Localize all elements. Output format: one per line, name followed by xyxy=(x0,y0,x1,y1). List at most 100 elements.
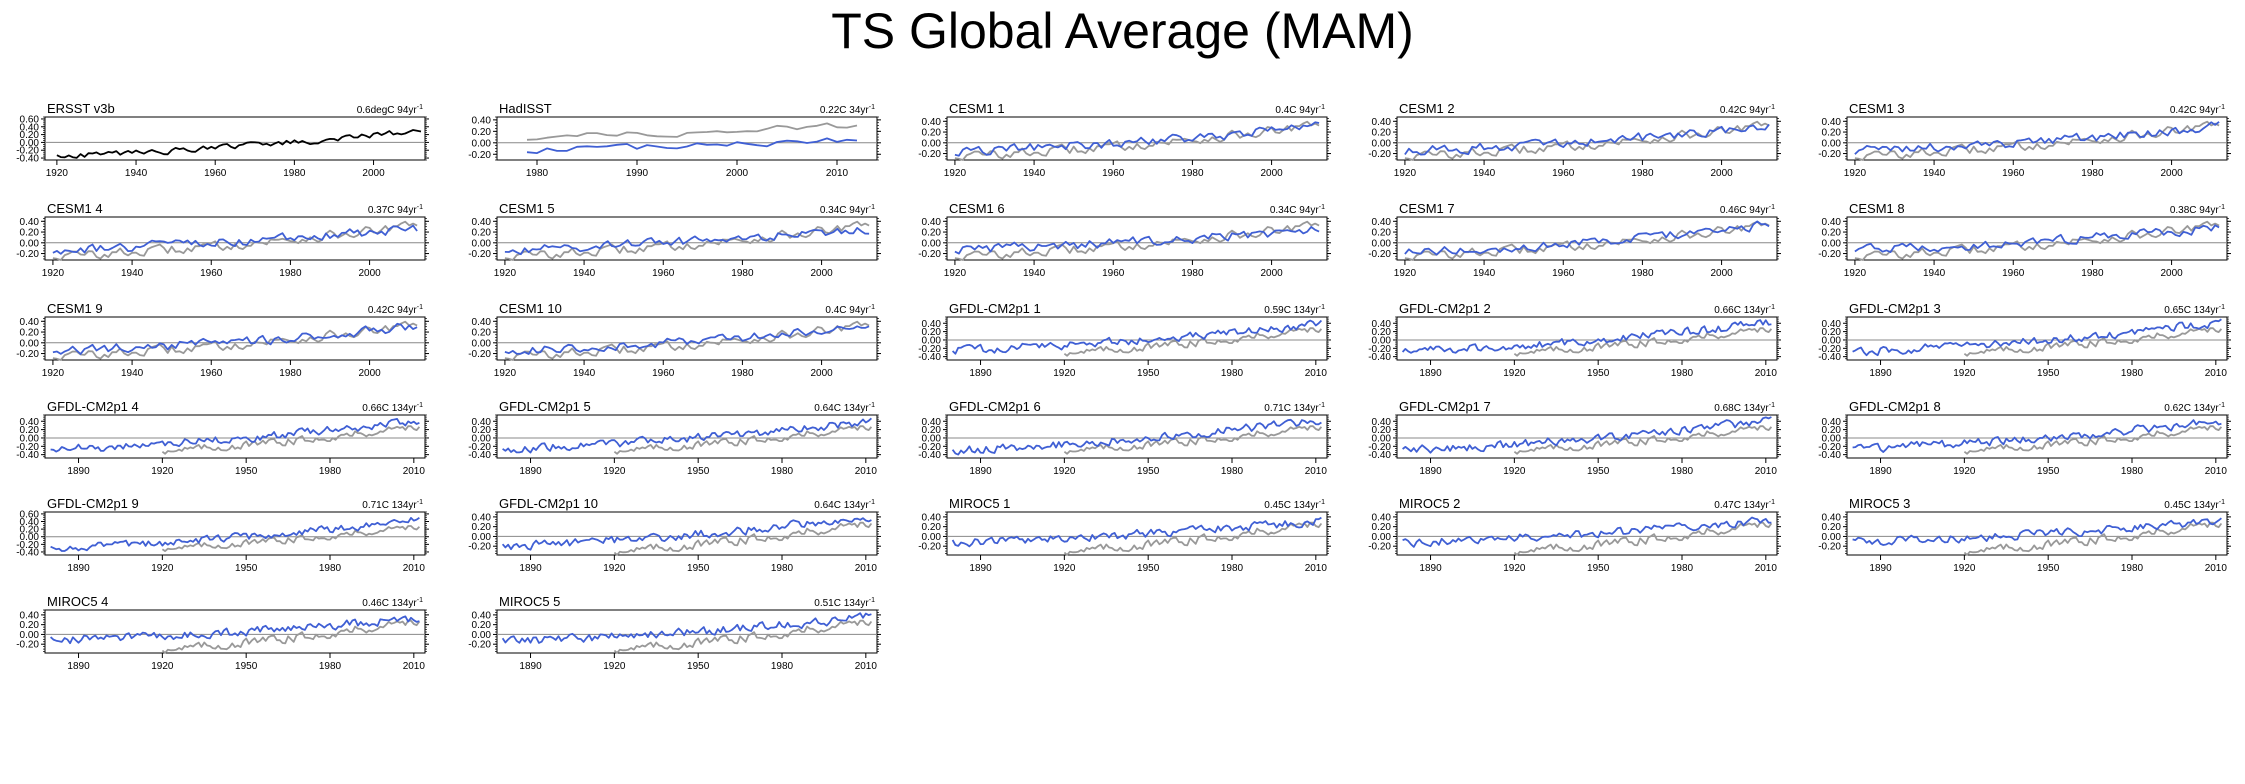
x-tick-label: 1920 xyxy=(603,466,626,477)
x-tick-label: 1890 xyxy=(1869,368,1892,379)
x-tick-label: 2000 xyxy=(2160,168,2183,179)
y-tick-label: 0.20 xyxy=(922,228,942,239)
panel-title: GFDL-CM2p1 9 xyxy=(47,496,139,511)
y-tick-label: 0.00 xyxy=(472,138,492,149)
y-tick-label: 0.40 xyxy=(922,319,942,330)
x-tick-label: 2010 xyxy=(1305,563,1328,574)
x-tick-label: 1890 xyxy=(1869,563,1892,574)
chart-panel: -0.200.000.200.40 1920 1940 1960 1980 2000 CES… xyxy=(468,201,881,279)
panel-title: MIROC5 4 xyxy=(47,594,108,609)
chart-panel: -0.200.000.200.40 1920 1940 1960 1980 2000 CES… xyxy=(1818,201,2231,279)
x-tick-label: 1980 xyxy=(1221,368,1244,379)
y-tick-label: -0.40 xyxy=(16,547,39,558)
trend-label: 0.46C 94yr-1 xyxy=(1720,204,1775,216)
x-tick-label: 1980 xyxy=(771,563,794,574)
x-tick-label: 1960 xyxy=(1102,268,1125,279)
trend-label: 0.64C 134yr-1 xyxy=(814,402,875,414)
y-tick-label: -0.20 xyxy=(468,640,491,651)
series-line-observed xyxy=(504,320,870,361)
chart-panel: -0.200.000.200.40 1920 1940 1960 1980 2000 CES… xyxy=(918,101,1331,179)
chart-panel: -0.40-0.200.000.200.400.60 1890 1920 1950 19… xyxy=(16,496,429,574)
plot-frame xyxy=(946,414,1328,459)
x-tick-label: 1950 xyxy=(235,466,258,477)
y-tick-label: 0.00 xyxy=(922,335,942,346)
y-tick-label: 0.40 xyxy=(20,317,40,328)
series-line-observed xyxy=(1513,521,1773,556)
x-tick-label: 1890 xyxy=(67,661,90,672)
x-tick-label: 2010 xyxy=(1305,466,1328,477)
x-tick-label: 1960 xyxy=(1552,268,1575,279)
x-tick-label: 1950 xyxy=(687,563,710,574)
x-tick-label: 1980 xyxy=(1181,268,1204,279)
plot-frame xyxy=(44,414,426,459)
x-tick-label: 1890 xyxy=(1869,466,1892,477)
x-tick-label: 1920 xyxy=(151,661,174,672)
x-tick-label: 1960 xyxy=(652,368,675,379)
trend-label: 0.42C 94yr-1 xyxy=(1720,104,1775,116)
series-line-observed xyxy=(161,619,421,654)
series-line-model xyxy=(1401,319,1772,354)
x-tick-label: 1920 xyxy=(1844,168,1867,179)
trend-label-exponent: -1 xyxy=(2219,402,2225,409)
trend-label-exponent: -1 xyxy=(417,104,423,111)
y-tick-label: -0.20 xyxy=(468,349,491,360)
chart-panel: -0.200.000.200.40 1890 1920 1950 1980 2010 GFD… xyxy=(468,496,881,574)
y-tick-label: 0.40 xyxy=(1372,417,1392,428)
plot-frame xyxy=(44,609,426,654)
trend-label-exponent: -1 xyxy=(869,597,875,604)
x-tick-label: 1980 xyxy=(771,466,794,477)
x-tick-label: 1950 xyxy=(235,661,258,672)
x-tick-label: 1980 xyxy=(1671,368,1694,379)
y-tick-label: 0.00 xyxy=(1372,532,1392,543)
x-tick-label: 1890 xyxy=(1419,563,1442,574)
y-tick-label: 0.40 xyxy=(1822,319,1842,330)
x-tick-label: 1890 xyxy=(969,466,992,477)
y-tick-label: 0.20 xyxy=(472,522,492,533)
x-tick-label: 1890 xyxy=(969,563,992,574)
x-tick-label: 1940 xyxy=(1023,168,1046,179)
series-line-model xyxy=(50,418,420,453)
y-tick-label: 0.20 xyxy=(922,425,942,436)
y-tick-label: 0.20 xyxy=(20,525,40,536)
x-tick-label: 2010 xyxy=(855,661,878,672)
x-tick-label: 1980 xyxy=(319,661,342,672)
y-tick-label: 0.20 xyxy=(472,328,492,339)
series-line-observed xyxy=(56,129,422,159)
y-tick-label: 0.20 xyxy=(1822,228,1842,239)
series-line-model xyxy=(50,517,420,552)
panel-title: CESM1 1 xyxy=(949,101,1005,116)
plot-frame xyxy=(496,216,878,261)
y-tick-label: -0.20 xyxy=(468,442,491,453)
trend-label-exponent: -1 xyxy=(1319,402,1325,409)
y-tick-label: 0.20 xyxy=(1822,327,1842,338)
panel-title: GFDL-CM2p1 5 xyxy=(499,399,591,414)
x-tick-label: 1890 xyxy=(1419,466,1442,477)
x-tick-label: 2000 xyxy=(1260,268,1283,279)
panel-title: HadISST xyxy=(499,101,552,116)
x-tick-label: 1990 xyxy=(626,168,649,179)
series-line-model xyxy=(951,418,1322,456)
y-tick-label: 0.20 xyxy=(1372,522,1392,533)
trend-label-exponent: -1 xyxy=(1769,204,1775,211)
x-tick-label: 1920 xyxy=(1053,563,1076,574)
y-tick-label: 0.20 xyxy=(20,130,40,141)
y-tick-label: -0.20 xyxy=(918,149,941,160)
y-tick-label: 0.60 xyxy=(20,114,40,125)
series-line-model xyxy=(504,227,870,256)
x-tick-label: 1940 xyxy=(573,268,596,279)
y-tick-label: -0.40 xyxy=(1818,352,1841,363)
x-tick-label: 1980 xyxy=(731,268,754,279)
y-tick-label: -0.40 xyxy=(468,450,491,461)
trend-label: 0.6degC 94yr-1 xyxy=(357,104,423,116)
trend-label: 0.22C 34yr-1 xyxy=(820,104,875,116)
y-tick-label: 0.40 xyxy=(20,517,40,528)
x-tick-label: 1920 xyxy=(944,168,967,179)
y-tick-label: -0.20 xyxy=(1368,249,1391,260)
x-tick-label: 1980 xyxy=(319,466,342,477)
y-tick-label: 0.00 xyxy=(1822,335,1842,346)
y-tick-label: 0.40 xyxy=(472,317,492,328)
y-tick-label: 0.20 xyxy=(20,328,40,339)
trend-label: 0.68C 134yr-1 xyxy=(1714,402,1775,414)
trend-label: 0.59C 134yr-1 xyxy=(1264,304,1325,316)
trend-label-exponent: -1 xyxy=(417,204,423,211)
